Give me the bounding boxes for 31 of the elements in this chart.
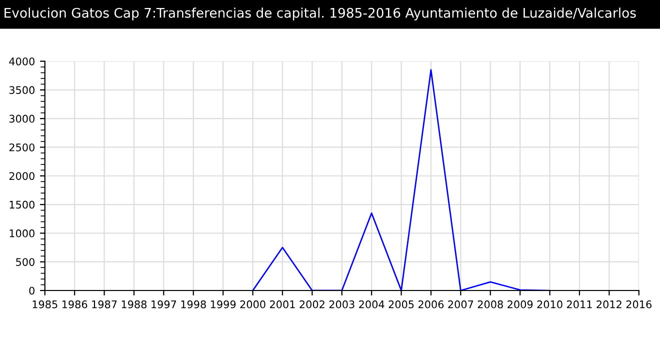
x-tick-label: 2010 <box>537 300 562 308</box>
x-tick-label: 1999 <box>210 300 236 308</box>
x-tick-label: 2006 <box>418 300 444 308</box>
y-tick-label: 1500 <box>10 200 34 209</box>
x-tick-label: 2002 <box>300 300 324 308</box>
y-tick-label: 4000 <box>9 57 34 66</box>
x-tick-label: 1998 <box>181 300 206 308</box>
x-tick-label: 2012 <box>596 300 622 308</box>
x-tick-label: 1985 <box>32 300 58 308</box>
x-tick-label: 2000 <box>240 300 266 308</box>
x-tick-label: 2004 <box>359 300 384 308</box>
x-tick-label: 1987 <box>92 300 117 308</box>
x-tick-label: 2016 <box>626 300 652 308</box>
x-tick-label: 2008 <box>478 300 503 308</box>
x-tick-label: 2003 <box>329 300 354 308</box>
chart-title: Evolucion Gatos Cap 7:Transferencias de capital. 1985-2016 Ayuntamiento de Luzaide/Valcarlos <box>4 8 636 20</box>
x-tick-label: 2001 <box>270 300 295 308</box>
x-tick-label: 1997 <box>152 300 176 308</box>
y-tick-label: 0 <box>29 286 34 295</box>
y-tick-label: 500 <box>16 258 34 266</box>
x-tick-label: 1986 <box>62 300 88 308</box>
y-tick-label: 2500 <box>9 143 34 152</box>
x-tick-label: 1988 <box>122 300 147 308</box>
y-tick-label: 3500 <box>9 86 34 94</box>
x-tick-label: 2011 <box>566 300 592 308</box>
x-tick-label: 2005 <box>388 300 414 308</box>
y-tick-label: 3000 <box>9 114 34 123</box>
y-tick-label: 2000 <box>9 172 34 180</box>
x-tick-label: 2007 <box>448 300 474 308</box>
y-tick-label: 1000 <box>10 229 34 238</box>
x-tick-label: 2009 <box>508 300 533 308</box>
